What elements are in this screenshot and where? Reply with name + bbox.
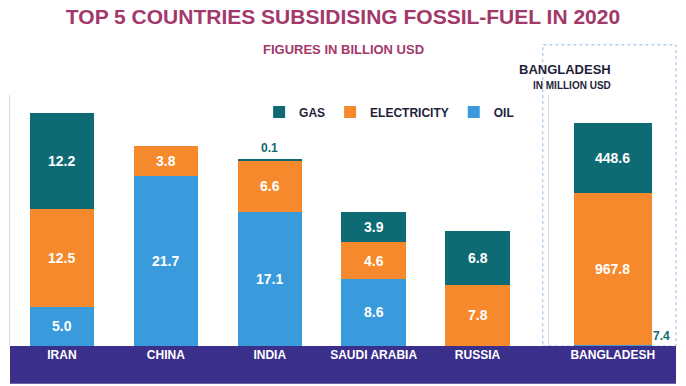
svg-text:7.8: 7.8 xyxy=(468,307,488,323)
svg-text:FIGURES IN BILLION USD: FIGURES IN BILLION USD xyxy=(263,42,424,57)
svg-text:3.9: 3.9 xyxy=(364,219,384,235)
svg-text:21.7: 21.7 xyxy=(152,253,179,269)
svg-text:GAS: GAS xyxy=(299,106,325,120)
svg-text:17.1: 17.1 xyxy=(256,271,283,287)
svg-text:12.5: 12.5 xyxy=(48,250,75,266)
svg-text:8.6: 8.6 xyxy=(364,304,384,320)
svg-text:967.8: 967.8 xyxy=(595,261,630,277)
svg-text:0.1: 0.1 xyxy=(261,141,278,155)
svg-text:BANGLADESH: BANGLADESH xyxy=(570,348,655,362)
svg-text:12.2: 12.2 xyxy=(48,153,75,169)
svg-text:IN MILLION USD: IN MILLION USD xyxy=(533,80,611,91)
svg-text:SAUDI ARABIA: SAUDI ARABIA xyxy=(330,348,417,362)
svg-text:CHINA: CHINA xyxy=(147,348,185,362)
svg-text:BANGLADESH: BANGLADESH xyxy=(519,62,611,77)
svg-text:6.8: 6.8 xyxy=(468,250,488,266)
svg-text:4.6: 4.6 xyxy=(364,253,384,269)
svg-text:RUSSIA: RUSSIA xyxy=(455,348,501,362)
svg-text:IRAN: IRAN xyxy=(47,348,76,362)
svg-text:TOP 5 COUNTRIES SUBSIDISING FO: TOP 5 COUNTRIES SUBSIDISING FOSSIL-FUEL … xyxy=(66,5,620,28)
svg-text:6.6: 6.6 xyxy=(260,178,280,194)
svg-text:3.8: 3.8 xyxy=(156,153,176,169)
svg-text:448.6: 448.6 xyxy=(595,150,630,166)
svg-text:7.4: 7.4 xyxy=(653,329,670,343)
svg-text:INDIA: INDIA xyxy=(253,348,286,362)
svg-text:5.0: 5.0 xyxy=(52,318,72,334)
svg-text:OIL: OIL xyxy=(494,106,514,120)
svg-text:ELECTRICITY: ELECTRICITY xyxy=(370,106,449,120)
